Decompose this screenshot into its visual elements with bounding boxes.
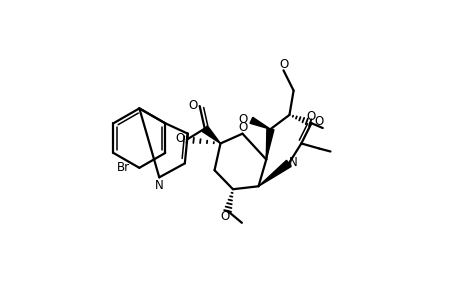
Text: O: O [238,121,247,134]
Text: O: O [219,210,229,223]
Text: Br: Br [117,161,130,174]
Text: N: N [289,156,297,169]
Text: O: O [188,99,197,112]
Text: O: O [175,132,185,145]
Text: O: O [278,58,287,71]
Text: N: N [155,178,163,192]
Polygon shape [258,160,291,186]
Text: O: O [238,113,247,126]
Text: O: O [306,110,315,123]
Polygon shape [202,126,220,143]
Polygon shape [266,129,274,160]
Polygon shape [250,117,270,129]
Text: O: O [313,115,323,128]
